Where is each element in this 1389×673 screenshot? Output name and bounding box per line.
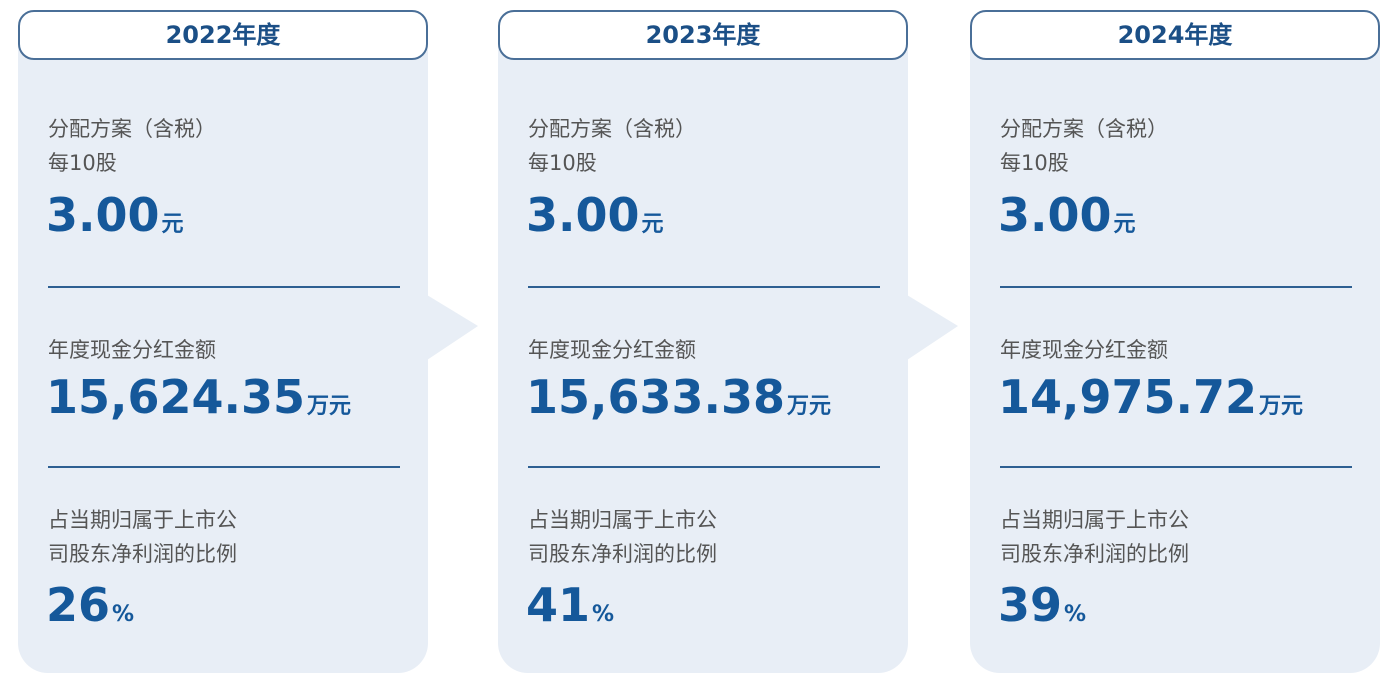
label-line: 年度现金分红金额 bbox=[528, 338, 696, 362]
value-unit: % bbox=[1064, 602, 1087, 627]
value-number: 14,975.72 bbox=[998, 370, 1257, 424]
section-value: 15,624.35万元 bbox=[46, 370, 351, 424]
value-number: 3.00 bbox=[998, 188, 1112, 242]
divider bbox=[528, 286, 880, 288]
card-title: 2024年度 bbox=[970, 10, 1380, 60]
section-label: 年度现金分红金额 bbox=[1000, 333, 1168, 367]
card-title: 2023年度 bbox=[498, 10, 908, 60]
value-number: 15,624.35 bbox=[46, 370, 305, 424]
label-line: 司股东净利润的比例 bbox=[48, 542, 237, 566]
section-label: 占当期归属于上市公 司股东净利润的比例 bbox=[1000, 503, 1189, 571]
section-label: 年度现金分红金额 bbox=[48, 333, 216, 367]
value-unit: % bbox=[592, 602, 615, 627]
label-line: 占当期归属于上市公 bbox=[528, 508, 717, 532]
label-line: 年度现金分红金额 bbox=[48, 338, 216, 362]
section-value: 26% bbox=[46, 578, 134, 632]
section-label: 占当期归属于上市公 司股东净利润的比例 bbox=[528, 503, 717, 571]
card: 2024年度分配方案（含税） 每10股 3.00元年度现金分红金额 14,975.72… bbox=[970, 10, 1380, 673]
value-unit: 万元 bbox=[307, 394, 352, 419]
value-unit: 万元 bbox=[787, 394, 832, 419]
section-value: 3.00元 bbox=[46, 188, 184, 242]
value-number: 3.00 bbox=[526, 188, 640, 242]
value-unit: 元 bbox=[1113, 212, 1136, 237]
divider bbox=[1000, 286, 1352, 288]
value-unit: 元 bbox=[161, 212, 184, 237]
section-value: 3.00元 bbox=[998, 188, 1136, 242]
card: 2023年度分配方案（含税） 每10股 3.00元年度现金分红金额 15,633.38… bbox=[498, 10, 908, 673]
value-number: 3.00 bbox=[46, 188, 160, 242]
section-value: 14,975.72万元 bbox=[998, 370, 1303, 424]
card: 2022年度分配方案（含税） 每10股 3.00元年度现金分红金额 15,624.35… bbox=[18, 10, 428, 673]
section-label: 分配方案（含税） 每10股 bbox=[1000, 112, 1168, 180]
value-number: 15,633.38 bbox=[526, 370, 785, 424]
section-value: 15,633.38万元 bbox=[526, 370, 831, 424]
value-unit: 万元 bbox=[1259, 394, 1304, 419]
label-line: 分配方案（含税） bbox=[48, 117, 216, 141]
divider bbox=[48, 286, 400, 288]
section-label: 占当期归属于上市公 司股东净利润的比例 bbox=[48, 503, 237, 571]
label-line: 占当期归属于上市公 bbox=[48, 508, 237, 532]
label-line: 分配方案（含税） bbox=[1000, 117, 1168, 141]
section-value: 3.00元 bbox=[526, 188, 664, 242]
arrow bbox=[427, 295, 478, 360]
divider bbox=[48, 466, 400, 468]
value-unit: 元 bbox=[641, 212, 664, 237]
label-line: 每10股 bbox=[1000, 151, 1069, 175]
label-line: 占当期归属于上市公 bbox=[1000, 508, 1189, 532]
section-value: 41% bbox=[526, 578, 614, 632]
value-number: 26 bbox=[46, 578, 111, 632]
value-number: 39 bbox=[998, 578, 1063, 632]
divider bbox=[528, 466, 880, 468]
card-title: 2022年度 bbox=[18, 10, 428, 60]
label-line: 每10股 bbox=[48, 151, 117, 175]
label-line: 司股东净利润的比例 bbox=[1000, 542, 1189, 566]
label-line: 年度现金分红金额 bbox=[1000, 338, 1168, 362]
section-label: 分配方案（含税） 每10股 bbox=[48, 112, 216, 180]
label-line: 司股东净利润的比例 bbox=[528, 542, 717, 566]
value-number: 41 bbox=[526, 578, 591, 632]
section-value: 39% bbox=[998, 578, 1086, 632]
arrow bbox=[907, 295, 958, 360]
label-line: 分配方案（含税） bbox=[528, 117, 696, 141]
label-line: 每10股 bbox=[528, 151, 597, 175]
value-unit: % bbox=[112, 602, 135, 627]
section-label: 年度现金分红金额 bbox=[528, 333, 696, 367]
divider bbox=[1000, 466, 1352, 468]
section-label: 分配方案（含税） 每10股 bbox=[528, 112, 696, 180]
